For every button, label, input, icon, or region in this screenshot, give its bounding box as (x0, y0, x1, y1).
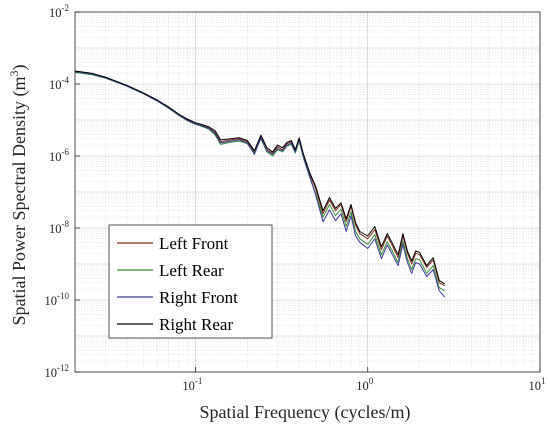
legend-label: Left Front (159, 234, 229, 253)
legend-label: Right Front (159, 288, 238, 307)
y-axis-title: Spatial Power Spectral Density (m3) (7, 65, 30, 326)
x-axis-title: Spatial Frequency (cycles/m) (200, 402, 411, 423)
y-tick-label: 10-10 (45, 291, 70, 308)
ticks-layer: 10-1 100 101 10-12 10-10 10-8 10-6 10-4 10-2 (45, 3, 546, 393)
legend-box (108, 224, 273, 339)
series-layer (74, 70, 446, 298)
x-tick-label: 10-1 (182, 376, 202, 393)
legend-label: Right Rear (159, 315, 233, 334)
y-axis-title-main: Spatial Power Spectral Density (m (9, 77, 30, 326)
y-axis-title-close: ) (9, 65, 30, 71)
series-line-right-front (74, 71, 446, 298)
y-tick-label: 10-4 (49, 75, 69, 92)
y-tick-label: 10-12 (45, 363, 70, 380)
x-tick-label: 101 (529, 376, 546, 393)
y-tick-label: 10-2 (49, 3, 69, 20)
legend: Left Front Left Rear Right Front Right Rear (108, 224, 273, 339)
y-axis-title-sup: 3 (7, 71, 21, 77)
grid-layer (74, 11, 541, 373)
series-line-right-rear (74, 70, 446, 285)
y-tick-label: 10-8 (49, 219, 69, 236)
plot-frame (74, 11, 541, 373)
y-tick-label: 10-6 (49, 147, 69, 164)
x-tick-label: 100 (356, 376, 374, 393)
legend-label: Left Rear (159, 261, 224, 280)
